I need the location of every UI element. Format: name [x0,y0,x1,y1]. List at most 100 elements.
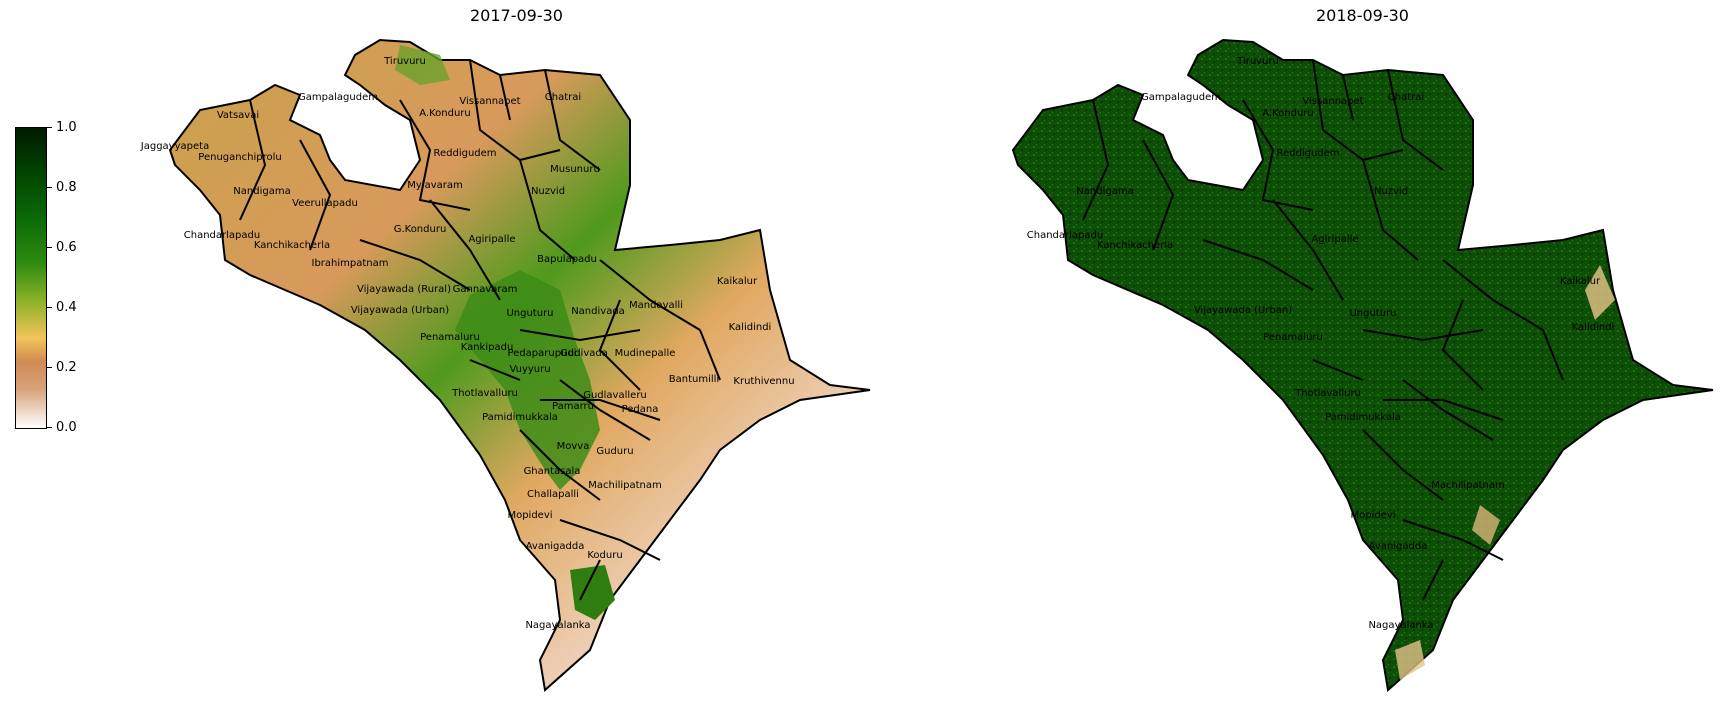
colorbar-tick-label: 0.2 [56,360,77,375]
right-mandal-label: Kanchikacherla [1097,240,1173,251]
left-mandal-label: Challapalli [527,489,579,500]
colorbar-tick [46,187,52,188]
left-mandal-label: Pamarru [552,401,594,412]
right-mandal-label: Penamaluru [1263,332,1323,343]
right-mandal-label: Chatrai [1388,92,1424,103]
left-mandal-label: Vijayawada (Rural) [357,284,451,295]
left-mandal-label: Tiruvuru [383,56,426,67]
colorbar-tick-label: 0.8 [56,180,77,195]
colorbar [15,127,47,429]
left-mandal-label: Pamidimukkala [482,412,558,423]
left-green-north [395,45,450,85]
right-mandal-label: Gampalagudem [1141,92,1221,103]
right-mandal-label: Avanigadda [1369,541,1428,552]
left-mandal-label: Veerullapadu [292,198,358,209]
left-mandal-label: Pedaparupudi [507,348,576,359]
right-mandal-label: Nandigama [1076,186,1133,197]
left-mandal-label: Vuyyuru [509,364,550,375]
left-mandal-label: Reddigudem [433,148,496,159]
colorbar-tick [46,367,52,368]
left-mandal-label: Mylavaram [407,180,462,191]
right-mandal-label: Nuzvid [1374,186,1408,197]
right-mandal-label: Thotlavalluru [1294,388,1361,399]
left-mandal-label: Gudlavalleru [583,390,647,401]
colorbar-tick-label: 0.6 [56,240,77,255]
left-mandal-label: Kankipadu [461,342,514,353]
right-pale-patch-east [1585,265,1615,320]
right-mandal-label: Unguturu [1349,308,1396,319]
left-map-labels: Tiruvuru Vatsavai Gampalagudem A.KonduruVis… [140,56,795,631]
right-mandal-label: A.Konduru [1262,108,1314,119]
left-mandal-label: Musunuru [550,164,600,175]
left-mandal-label: Vissannapet [459,96,520,107]
right-mandal-label: Kaikalur [1560,276,1601,287]
colorbar-tick [46,127,52,128]
right-mandal-label: Pamidimukkala [1325,412,1401,423]
left-mandal-label: Movva [557,441,590,452]
right-map-title: 2018-09-30 [1316,6,1409,25]
left-mandal-label: Mopidevi [507,510,552,521]
colorbar-tick [46,247,52,248]
left-mandal-label: Chatrai [545,92,581,103]
left-mandal-label: Nandivada [571,306,625,317]
left-mandal-label: Guduru [596,446,633,457]
left-map-title: 2017-09-30 [470,6,563,25]
colorbar-tick [46,427,52,428]
left-mandal-label: Ibrahimpatnam [312,258,389,269]
left-mandal-label: Kruthivennu [733,376,794,387]
colorbar-tick-label: 1.0 [56,120,77,135]
right-mandal-label: Nagayalanka [1368,620,1433,631]
right-mandal-label: Vijayawada (Urban) [1194,305,1292,316]
colorbar-tick [46,307,52,308]
left-mandal-label: Jaggayyapeta [140,141,209,152]
right-mandal-label: Reddigudem [1276,148,1339,159]
right-map-labels: Tiruvuru Gampalagudem A.KonduruVissannapet… [1027,56,1615,631]
right-mandal-label: Mopidevi [1350,510,1395,521]
right-mandal-label: Agiripalle [1311,234,1358,245]
left-mandal-label: Gannavaram [453,284,518,295]
left-mandal-label: Mandavalli [629,300,683,311]
left-mandal-label: Nagayalanka [525,620,590,631]
left-map [168,38,871,692]
left-mandal-label: Bantumilli [669,374,719,385]
left-mandal-label: Penamaluru [420,332,480,343]
right-mandal-label: Tiruvuru [1236,56,1279,67]
left-mandal-label: G.Konduru [394,224,447,235]
left-green-belt [455,270,600,490]
left-mandal-label: Unguturu [506,308,553,319]
left-mandal-label: Gampalagudem [298,92,378,103]
left-mandal-label: Penuganchiprolu [198,152,281,163]
left-mandal-label: Gudivada [560,348,608,359]
colorbar-tick-label: 0.4 [56,300,77,315]
right-map [1011,38,1714,692]
left-green-south [570,565,615,620]
left-mandal-label: Chandarlapadu [184,230,260,241]
left-mandal-label: Nandigama [233,186,290,197]
right-mandal-label: Vissannapet [1302,96,1363,107]
right-region-outline [1011,38,1714,692]
left-mandal-label: Agiripalle [468,234,515,245]
right-mandal-boundaries [1082,59,1564,601]
right-mandal-label: Chandarlapadu [1027,230,1103,241]
left-mandal-boundaries [239,59,721,601]
right-pale-patch-south [1472,505,1500,545]
left-mandal-label: Nuzvid [531,186,565,197]
left-mandal-label: Pedana [622,404,659,415]
left-mandal-label: Kalidindi [729,322,772,333]
left-mandal-label: Mudinepalle [615,348,676,359]
colorbar-tick-label: 0.0 [56,420,77,435]
left-mandal-label: A.Konduru [419,108,471,119]
left-mandal-label: Bapulapadu [537,254,597,265]
left-mandal-label: Vijayawada (Urban) [351,305,449,316]
left-mandal-label: Kaikalur [717,276,758,287]
left-mandal-label: Koduru [587,550,622,561]
right-mandal-label: Machilipatnam [1431,480,1505,491]
right-mandal-label: Kalidindi [1572,322,1615,333]
left-mandal-label: Thotlavalluru [451,388,518,399]
left-mandal-label: Avanigadda [526,541,585,552]
right-pale-patch-tip [1395,640,1425,680]
left-mandal-label: Machilipatnam [588,480,662,491]
left-mandal-label: Ghantasala [524,466,581,477]
left-mandal-label: Vatsavai [217,110,259,121]
